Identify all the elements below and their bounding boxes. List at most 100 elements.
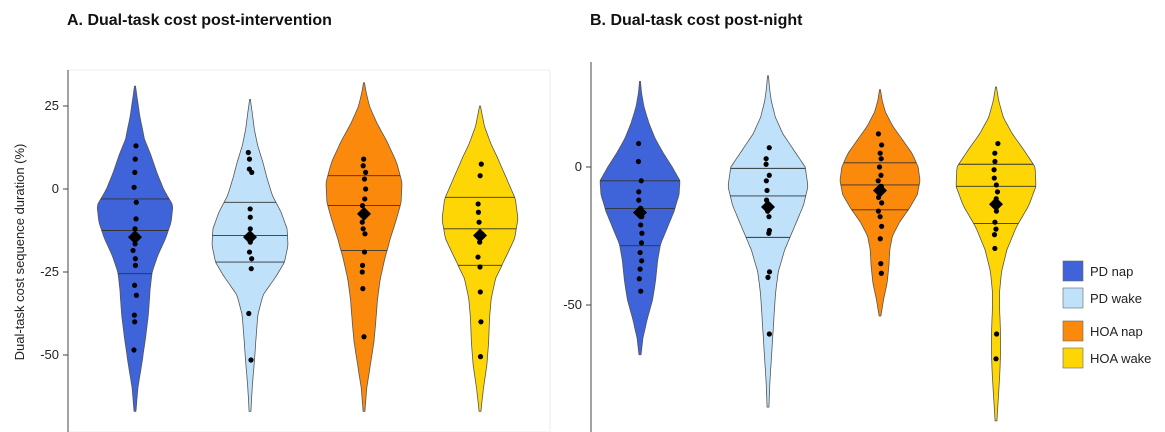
data-point xyxy=(636,189,642,195)
mean-diamond xyxy=(761,200,775,215)
legend: PD nap PD wake HOA nap HOA wake xyxy=(1062,260,1151,369)
data-point xyxy=(879,223,885,229)
violin-pd-wake xyxy=(727,75,809,408)
data-point xyxy=(361,176,368,182)
legend-label: HOA wake xyxy=(1090,351,1151,366)
data-point xyxy=(875,178,881,184)
data-point xyxy=(763,178,769,184)
legend-label: PD nap xyxy=(1090,264,1133,279)
data-point xyxy=(133,143,139,149)
data-point xyxy=(877,236,883,242)
data-point xyxy=(246,249,253,255)
data-point xyxy=(995,140,1001,147)
violin-pd-wake xyxy=(211,99,289,412)
data-point xyxy=(133,216,139,222)
panel-a-tick-label: -50 xyxy=(40,347,59,362)
violin-body xyxy=(727,75,809,408)
data-point xyxy=(247,206,253,212)
data-point xyxy=(359,269,365,275)
data-point xyxy=(879,142,885,148)
violin-pd-nap xyxy=(599,81,681,356)
mean-diamond xyxy=(357,206,371,221)
mean-diamond xyxy=(243,230,257,245)
panel-a-tick-label: -25 xyxy=(40,264,59,279)
legend-label: PD wake xyxy=(1090,291,1142,306)
panel-a-tick-label: 0 xyxy=(52,181,59,196)
data-point xyxy=(763,161,769,167)
data-point xyxy=(360,226,366,232)
data-point xyxy=(477,264,483,270)
panel-b-title: B. Dual-task cost post-night xyxy=(590,12,803,29)
panel-b: B. Dual-task cost post-night 0 -50 xyxy=(563,12,1037,432)
panel-b-tick-label: -50 xyxy=(563,297,582,312)
data-point xyxy=(130,247,136,254)
data-point xyxy=(248,266,254,272)
data-point xyxy=(476,219,482,225)
data-point xyxy=(477,354,484,360)
data-point xyxy=(766,145,772,151)
data-point xyxy=(766,214,772,220)
data-point xyxy=(639,230,645,236)
data-point xyxy=(359,203,366,209)
data-point xyxy=(475,209,482,215)
legend-label: HOA nap xyxy=(1090,324,1143,339)
panel-b-tick-label: 0 xyxy=(575,159,582,174)
data-point xyxy=(361,334,367,340)
violin-body xyxy=(211,99,289,412)
data-point xyxy=(132,282,138,288)
panel-a-y-axis-label: Dual-task cost sequence duration (%) xyxy=(12,144,27,361)
data-point xyxy=(875,208,881,214)
data-point xyxy=(475,201,481,207)
data-point xyxy=(132,319,138,325)
data-point xyxy=(249,256,255,262)
data-point xyxy=(359,219,365,225)
data-point xyxy=(992,219,998,225)
data-point xyxy=(877,150,883,156)
panel-a-title: A. Dual-task cost post-intervention xyxy=(67,12,332,29)
violin-hoa-wake xyxy=(441,105,519,412)
mean-diamond xyxy=(989,197,1003,212)
data-point xyxy=(132,169,138,175)
data-point xyxy=(361,249,368,255)
data-point xyxy=(766,331,772,337)
mean-diamond xyxy=(128,230,142,245)
data-point xyxy=(638,222,644,228)
violin-hoa-nap xyxy=(839,89,921,317)
panel-a-violins xyxy=(96,82,519,412)
data-point xyxy=(133,292,139,298)
data-point xyxy=(359,262,366,268)
data-point xyxy=(249,169,255,175)
data-point xyxy=(132,226,138,232)
data-point xyxy=(361,156,367,162)
data-point xyxy=(992,150,998,156)
mean-diamond xyxy=(633,205,647,220)
legend-swatch xyxy=(1062,347,1084,369)
data-point xyxy=(246,156,253,162)
legend-swatch xyxy=(1062,320,1084,342)
panel-b-y-ticks: 0 -50 xyxy=(563,159,591,312)
data-point xyxy=(992,158,998,165)
data-point xyxy=(993,356,999,362)
panel-a-y-ticks: 25 0 -25 -50 xyxy=(40,98,68,362)
violin-body xyxy=(955,86,1037,422)
data-point xyxy=(360,163,366,169)
violin-hoa-wake xyxy=(955,86,1037,422)
data-point xyxy=(764,187,770,194)
data-point xyxy=(360,286,366,292)
data-point xyxy=(766,172,772,178)
data-point xyxy=(879,200,885,206)
data-point xyxy=(993,226,999,232)
data-point xyxy=(638,240,645,246)
data-point xyxy=(877,214,883,220)
data-point xyxy=(478,161,484,167)
data-point xyxy=(636,276,642,282)
data-point xyxy=(994,331,1000,337)
data-point xyxy=(246,310,252,317)
data-point xyxy=(362,231,368,237)
violin-hoa-nap xyxy=(325,82,403,412)
data-point xyxy=(993,182,999,188)
legend-swatch xyxy=(1062,287,1084,309)
data-point xyxy=(638,288,644,294)
panel-b-violins xyxy=(599,75,1037,422)
